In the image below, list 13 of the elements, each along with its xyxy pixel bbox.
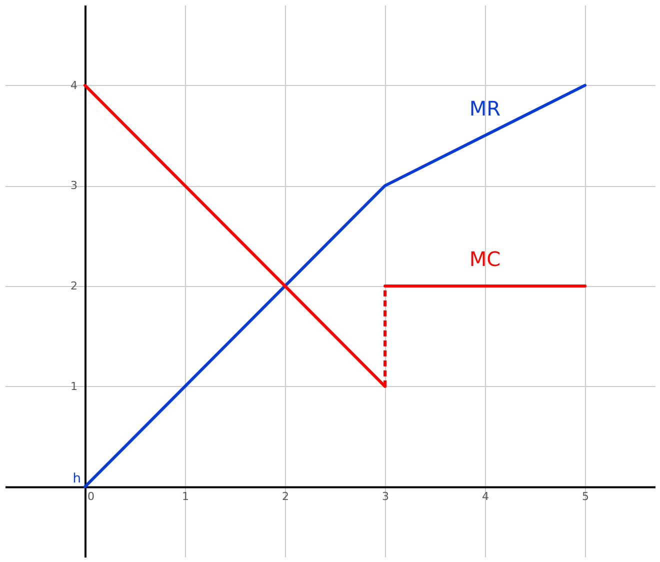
x-tick-label: 5 [582,490,589,504]
x-tick-label: 1 [182,490,189,504]
x-tick-label: 2 [282,490,289,504]
y-tick-label: 3 [70,179,78,192]
y-tick-label: 1 [70,380,78,393]
y-tick-label: 4 [70,78,78,92]
y-tick-label: 2 [70,280,78,293]
x-tick-label: 4 [482,490,489,504]
series-label: MC [469,247,501,272]
annotation: h [72,472,81,487]
x-tick-label: 0 [88,490,94,504]
series-label: MR [469,96,501,120]
x-tick-label: 3 [382,490,389,504]
